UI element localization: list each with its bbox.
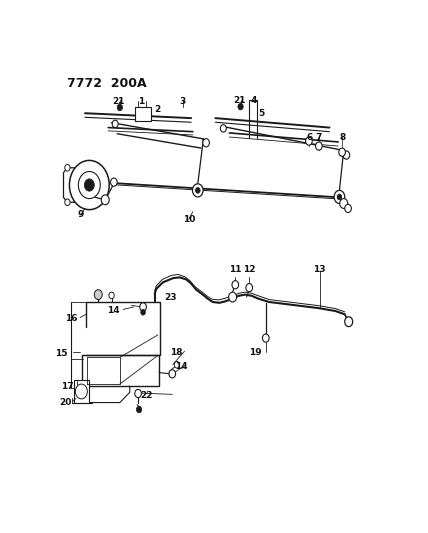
Text: 21: 21 [233,96,246,106]
Circle shape [220,125,226,132]
Circle shape [65,199,70,206]
Circle shape [229,292,237,302]
Text: 11: 11 [229,265,241,274]
Bar [135,108,152,120]
Circle shape [84,179,94,191]
Text: 9: 9 [77,211,84,220]
Text: 14: 14 [107,306,119,314]
Text: 3: 3 [180,97,186,106]
Text: 16: 16 [65,314,77,323]
Circle shape [232,281,238,289]
Circle shape [246,284,253,292]
Circle shape [340,199,348,208]
Circle shape [174,361,180,368]
Circle shape [262,334,269,342]
Text: 20: 20 [59,398,72,407]
Circle shape [193,184,203,197]
Circle shape [345,204,351,213]
Text: 8: 8 [339,133,346,142]
Circle shape [112,120,118,127]
Text: 19: 19 [250,348,262,357]
Circle shape [169,370,175,378]
Circle shape [306,137,312,145]
Circle shape [337,194,342,200]
Text: 13: 13 [313,265,326,274]
Text: 14: 14 [175,362,187,372]
Circle shape [238,103,243,110]
Circle shape [109,292,114,298]
Circle shape [334,190,345,204]
Text: 17: 17 [62,382,74,391]
Text: 5: 5 [259,109,265,118]
Circle shape [345,317,353,327]
Text: 21: 21 [112,97,125,106]
Circle shape [135,390,141,398]
Text: 2: 2 [155,106,161,115]
Circle shape [196,188,200,193]
Circle shape [140,303,146,311]
Bar [74,380,89,402]
Text: 10: 10 [183,215,195,224]
Circle shape [101,195,109,205]
Circle shape [203,139,209,147]
Text: 23: 23 [164,293,176,302]
Text: 6: 6 [306,133,313,142]
Circle shape [78,172,100,199]
Circle shape [94,290,102,300]
Circle shape [343,151,350,159]
Text: 1: 1 [138,97,145,106]
Circle shape [117,104,122,111]
Circle shape [75,384,87,399]
Circle shape [141,309,146,315]
Text: 12: 12 [243,265,256,274]
Text: 15: 15 [55,349,68,358]
Circle shape [339,148,345,156]
Circle shape [137,406,142,413]
Text: 7772  200A: 7772 200A [67,77,146,90]
Circle shape [69,160,109,209]
Text: 18: 18 [169,348,182,357]
Text: 4: 4 [251,96,257,106]
Circle shape [315,142,322,150]
Circle shape [65,165,70,171]
Text: 7: 7 [316,133,322,142]
Text: 22: 22 [140,391,152,400]
Circle shape [110,178,117,186]
